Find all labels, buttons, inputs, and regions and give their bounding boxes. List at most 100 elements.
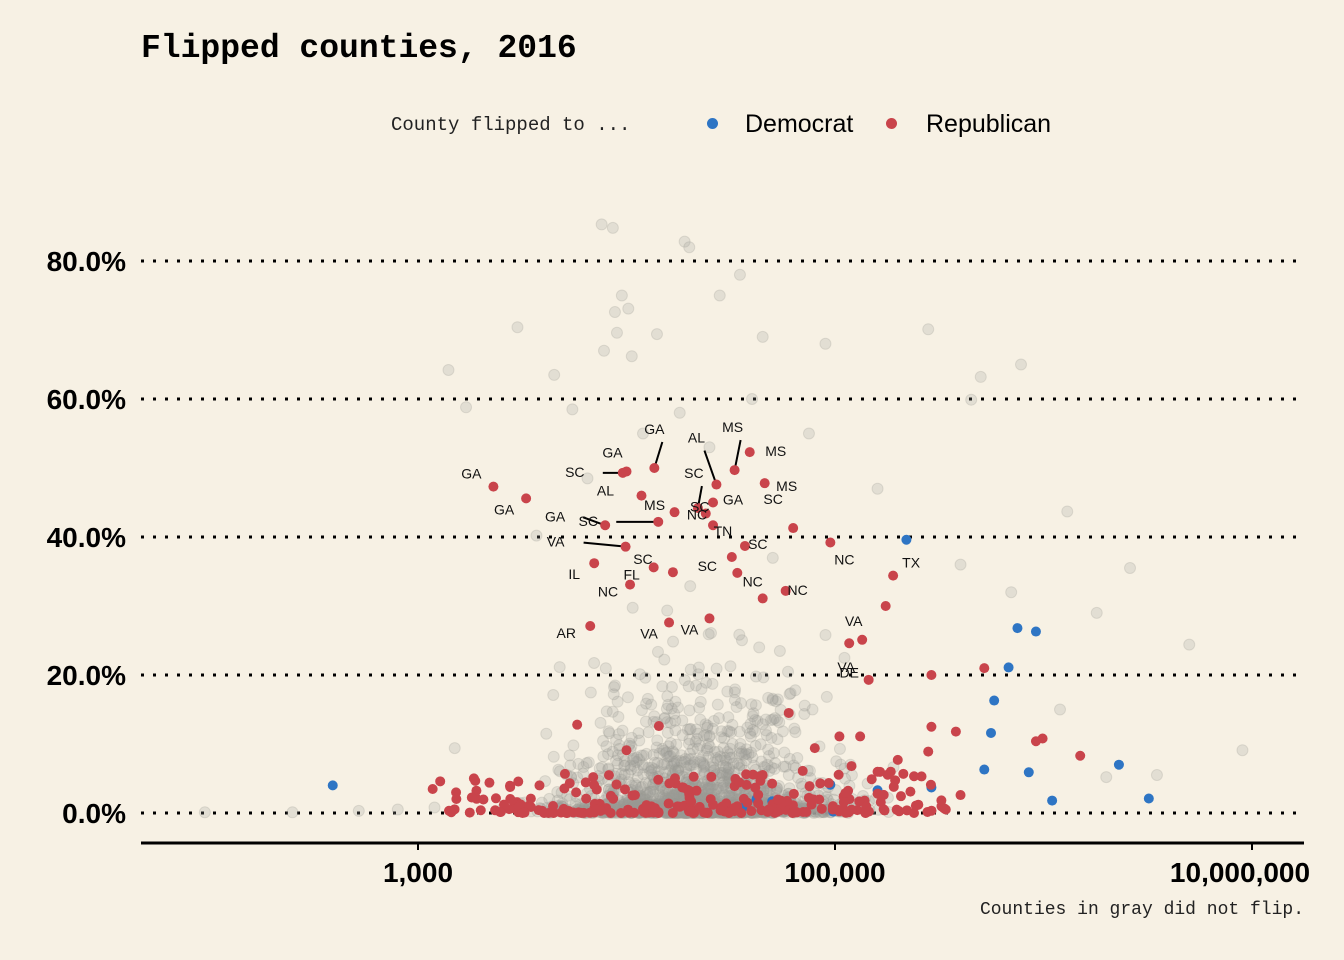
point-label: SC — [748, 536, 767, 552]
gray-point — [749, 714, 762, 727]
point-label: TX — [902, 555, 921, 571]
gray-point — [658, 653, 671, 666]
democrat-point — [901, 534, 912, 545]
gray-point — [721, 768, 734, 781]
republican-point — [537, 805, 548, 816]
republican-point — [979, 663, 990, 674]
gray-point — [725, 726, 738, 739]
republican-point — [621, 466, 632, 477]
gray-point — [784, 687, 797, 700]
gray-point — [607, 688, 620, 701]
gray-point — [720, 761, 733, 774]
republican-point — [797, 765, 808, 776]
gray-point — [594, 716, 607, 729]
point-label: VA — [845, 613, 863, 629]
gray-point — [733, 268, 746, 281]
gray-point — [637, 427, 650, 440]
gray-point — [547, 750, 560, 763]
republican-point — [585, 621, 596, 632]
gray-point — [834, 758, 847, 771]
gray-point — [442, 364, 455, 377]
gray-point — [639, 788, 652, 801]
gray-point — [746, 751, 759, 764]
republican-point — [808, 794, 819, 805]
point-label: SC — [565, 464, 584, 480]
gray-point — [712, 712, 725, 725]
republican-point — [619, 784, 630, 795]
gray-point — [650, 741, 663, 754]
gray-point — [595, 218, 608, 231]
gray-point — [650, 328, 663, 341]
gray-point — [667, 635, 680, 648]
gray-point — [647, 782, 660, 795]
gray-point — [695, 682, 708, 695]
gray-point — [711, 781, 724, 794]
gray-point — [682, 680, 695, 693]
republican-point — [705, 794, 716, 805]
republican-point — [595, 805, 606, 816]
gray-point — [564, 759, 577, 772]
y-tick-label: 60.0% — [47, 384, 126, 415]
gray-point — [198, 806, 211, 819]
republican-point — [488, 481, 499, 492]
gray-point — [696, 756, 709, 769]
gray-point — [553, 661, 566, 674]
gray-point — [1090, 606, 1103, 619]
gray-point — [745, 746, 758, 759]
gray-point — [613, 739, 626, 752]
gray-point — [683, 723, 696, 736]
republican-point — [901, 805, 912, 816]
republican-point — [446, 807, 457, 818]
gray-point — [750, 670, 763, 683]
gray-point — [665, 680, 678, 693]
point-label: GA — [545, 508, 566, 524]
x-tick-label: 10,000,000 — [1170, 857, 1310, 888]
republican-point — [435, 776, 446, 787]
gray-point — [671, 701, 684, 714]
gray-point — [686, 752, 699, 765]
republican-point — [734, 777, 745, 788]
gray-point — [703, 729, 716, 742]
republican-point — [880, 601, 891, 611]
gray-point — [723, 751, 736, 764]
democrat-point — [327, 780, 338, 791]
gray-point — [582, 756, 595, 769]
democrat-point — [1023, 767, 1034, 778]
gray-point — [648, 710, 661, 723]
gray-point — [286, 806, 299, 819]
gray-point — [765, 761, 778, 774]
point-label: SC — [579, 513, 598, 529]
gray-point — [721, 685, 734, 698]
gray-point — [608, 306, 621, 319]
gray-point — [628, 759, 641, 772]
gray-point — [631, 764, 644, 777]
gray-point — [714, 754, 727, 767]
gray-point — [820, 690, 833, 703]
republican-point — [663, 798, 674, 809]
gray-point — [802, 427, 815, 440]
chart-caption: Counties in gray did not flip. — [979, 900, 1304, 920]
gray-point — [760, 729, 773, 742]
point-label: SC — [763, 491, 782, 507]
gray-point — [724, 660, 737, 673]
republican-point — [653, 774, 664, 785]
gray-point — [611, 695, 624, 708]
gray-point — [691, 732, 704, 745]
gray-point — [693, 701, 706, 714]
gray-point — [717, 779, 730, 792]
republican-point — [926, 670, 937, 680]
republican-point — [589, 558, 600, 569]
republican-point — [783, 707, 794, 718]
republican-point — [685, 805, 696, 816]
republican-point — [838, 797, 849, 808]
gray-point — [728, 686, 741, 699]
x-tick-label: 100,000 — [784, 857, 885, 888]
gray-point — [656, 680, 669, 693]
gray-point — [746, 393, 759, 405]
gray-point — [588, 656, 601, 669]
gray-point — [690, 679, 703, 692]
gray-point — [644, 786, 657, 799]
gray-point — [783, 688, 796, 701]
gray-point — [684, 663, 697, 676]
